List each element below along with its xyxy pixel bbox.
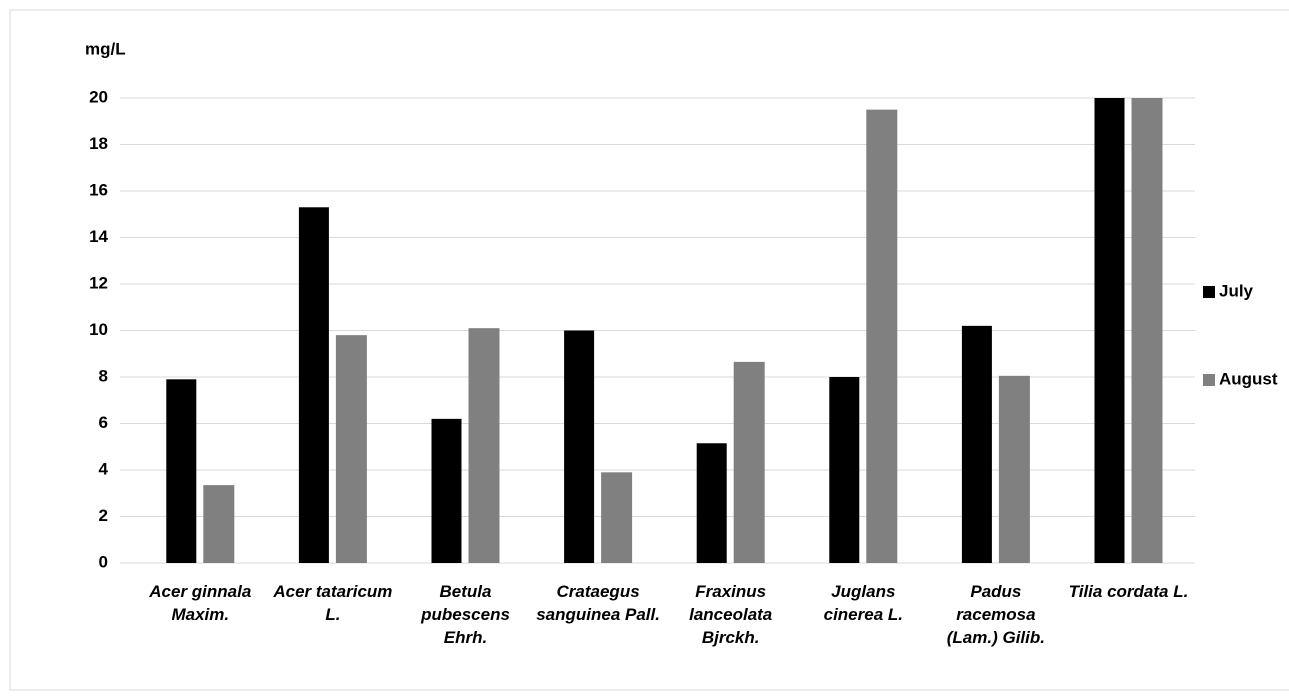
y-tick-label: 20 — [89, 87, 108, 106]
bar — [298, 207, 329, 563]
bar — [696, 443, 727, 563]
y-tick-label: 2 — [99, 506, 108, 525]
x-tick-label: Acer tataricum L. — [273, 582, 393, 624]
bar — [829, 377, 860, 563]
legend-swatch — [1203, 286, 1215, 298]
bar — [733, 361, 765, 563]
x-tick-label: Juglans cinerea L. — [823, 582, 903, 624]
bar — [998, 375, 1030, 563]
bar — [468, 328, 500, 563]
bar — [431, 418, 462, 563]
x-tick-label: Crataegus sanguinea Pall. — [536, 582, 660, 624]
bar — [335, 335, 367, 563]
x-tick-label: Fraxinus lanceolata Bjrckh. — [689, 582, 773, 647]
y-tick-label: 0 — [99, 552, 108, 571]
y-tick-label: 10 — [89, 320, 108, 339]
bar — [866, 109, 898, 563]
x-tick-label: Acer ginnala Maxim. — [149, 582, 252, 624]
bar — [601, 472, 633, 563]
y-tick-label: 14 — [89, 227, 108, 246]
bar — [1094, 98, 1125, 563]
legend-label: August — [1219, 369, 1278, 388]
bar — [564, 330, 595, 563]
y-tick-label: 12 — [89, 273, 108, 292]
bar — [166, 379, 197, 563]
legend-label: July — [1219, 281, 1254, 300]
x-tick-label: Tilia cordata L. — [1068, 582, 1189, 601]
bar — [961, 325, 992, 563]
y-tick-label: 4 — [99, 459, 109, 478]
y-tick-label: 8 — [99, 366, 108, 385]
bar — [203, 485, 235, 563]
x-tick-label: Betula pubescens Ehrh. — [421, 582, 510, 647]
y-tick-label: 16 — [89, 180, 108, 199]
chart-border — [9, 9, 1289, 691]
legend-swatch — [1203, 374, 1215, 386]
bar — [1131, 98, 1163, 563]
x-tick-label: Padus racemosa (Lam.) Gilib. — [946, 582, 1045, 647]
y-axis-label: mg/L — [85, 39, 126, 58]
y-tick-label: 18 — [89, 134, 108, 153]
y-tick-label: 6 — [99, 413, 108, 432]
